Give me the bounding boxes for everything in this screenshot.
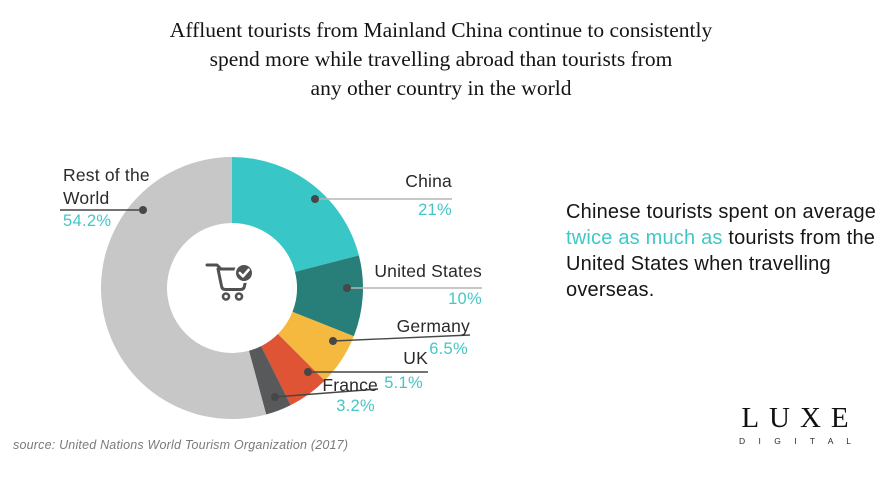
pct-germany: 6.5% [429,340,468,358]
brand-tagline: D I G I T A L [739,436,857,446]
donut-chart [101,157,363,419]
callout-highlight: twice as much as [566,227,723,249]
label-china: China [405,171,452,191]
donut-segment-china [232,157,359,272]
callout-after: tourists from the United States when tra… [566,227,876,301]
shopping-cart-check-icon [205,263,254,301]
donut-segment-germany [277,311,354,381]
luxe-digital-logo: LUXE D I G I T A L [738,403,852,446]
label-united-states: United States [374,261,482,281]
label-uk: UK [403,348,428,368]
source-attribution: source: United Nations World Tourism Org… [13,438,349,452]
title-line-1: Affluent tourists from Mainland China co… [169,18,713,42]
label-germany: Germany [396,316,470,336]
pct-china: 21% [418,201,452,219]
pct-united-states: 10% [448,290,482,308]
brand-name: LUXE [741,402,859,434]
label-rest-of-world: Rest of the World [63,165,150,208]
pct-france: 3.2% [336,397,375,415]
callout-text: Chinese tourists spent on average twice … [566,199,882,303]
page-title: Affluent tourists from Mainland China co… [0,16,882,103]
label-france: France [322,375,378,395]
donut-segment-united-states [292,255,363,337]
pct-rest-of-world: 54.2% [63,212,112,230]
donut-segment-uk [261,333,325,406]
callout-before: Chinese tourists spent on average [566,201,877,223]
donut-segment-rest-of-the-world [101,157,267,419]
title-line-2: spend more while travelling abroad than … [209,47,673,71]
pct-uk: 5.1% [384,374,423,392]
title-line-3: any other country in the world [310,76,572,100]
